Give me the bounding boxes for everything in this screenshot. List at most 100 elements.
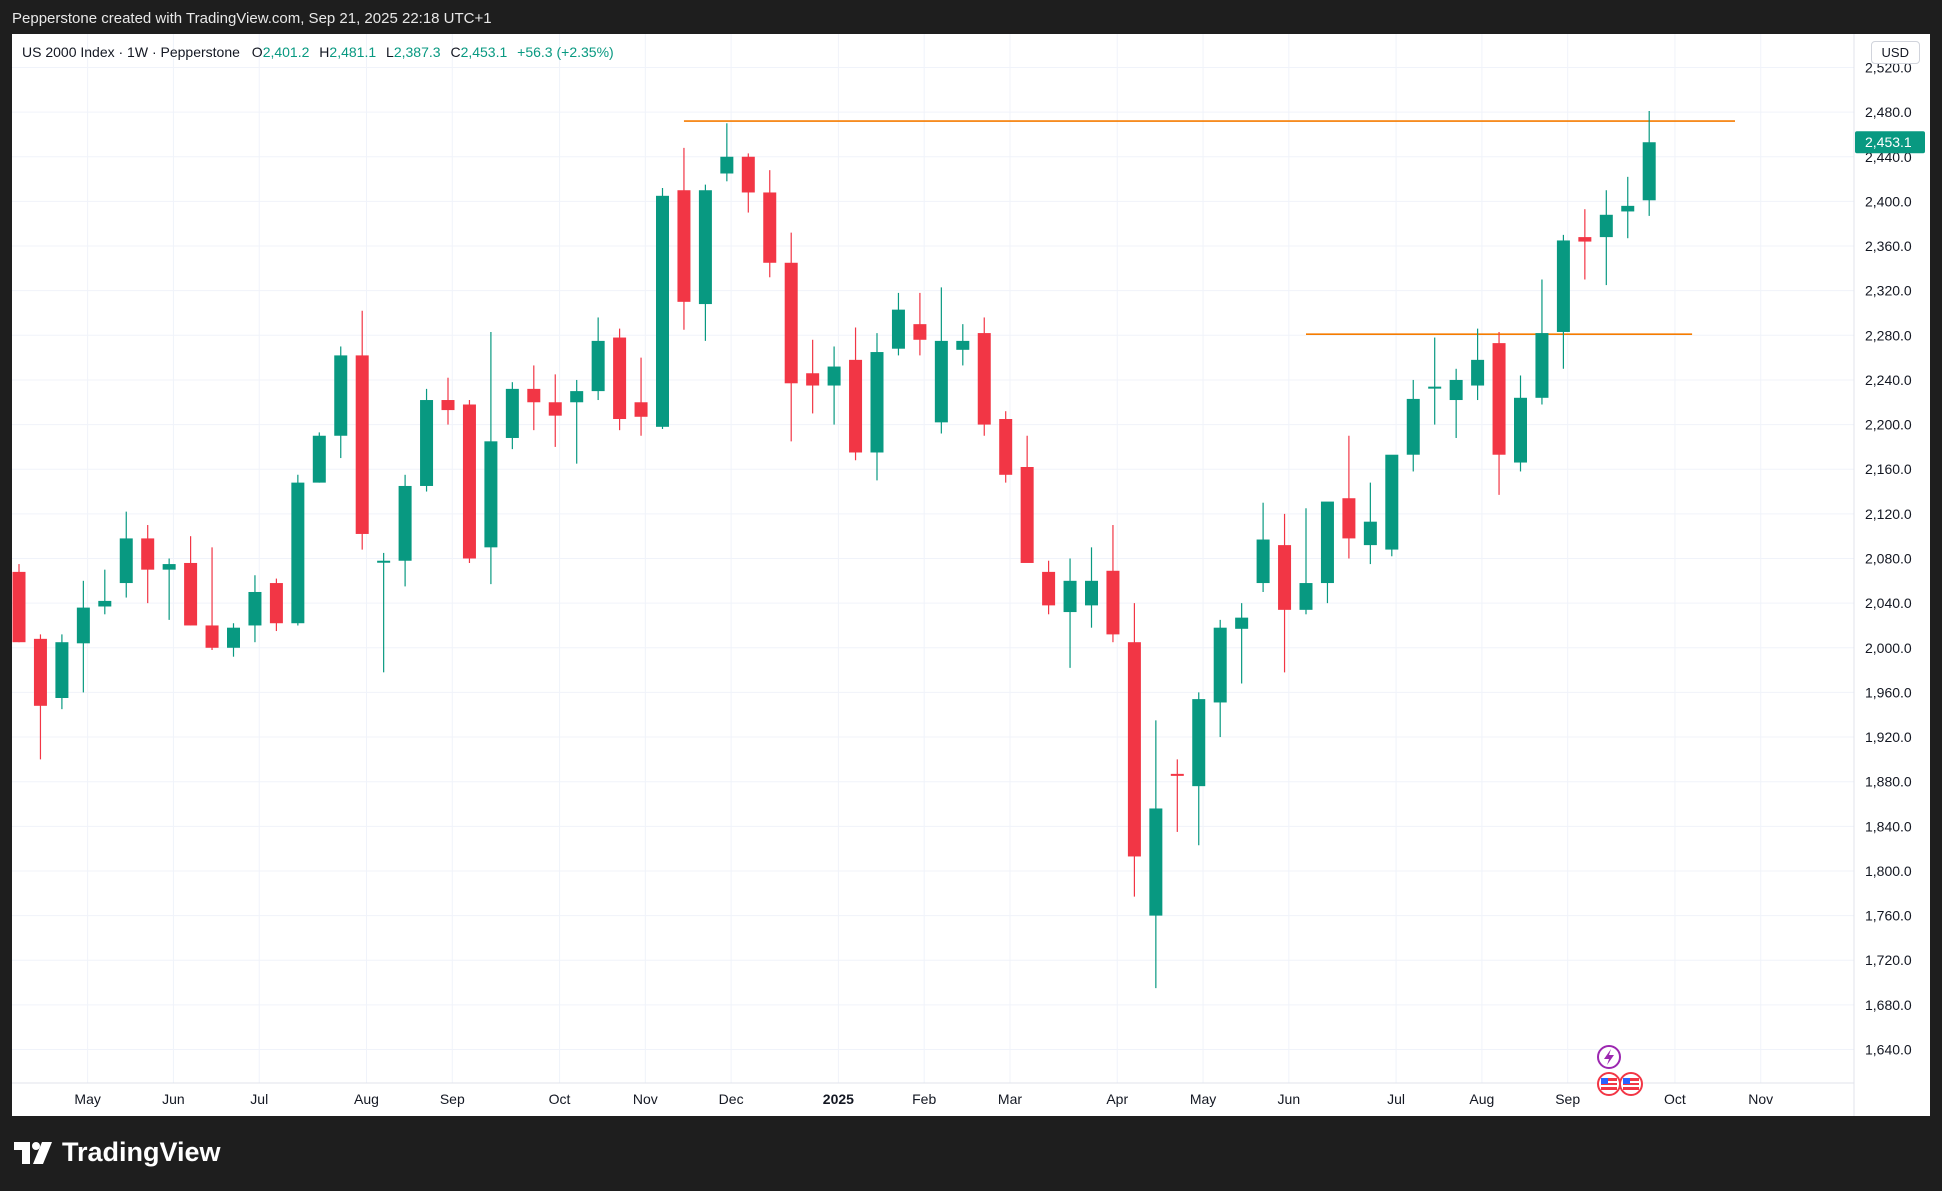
candle[interactable] bbox=[977, 317, 991, 436]
candle[interactable] bbox=[1599, 190, 1613, 286]
candle[interactable] bbox=[119, 511, 133, 598]
candle[interactable] bbox=[1235, 603, 1249, 684]
candle[interactable] bbox=[184, 536, 198, 626]
chart-panel[interactable]: 1,640.0 1,680.0 1,720.0 1,760.0 1,800.0 1,840… bbox=[12, 34, 1930, 1116]
tradingview-logo[interactable]: TradingView bbox=[14, 1137, 221, 1168]
candle[interactable] bbox=[1127, 603, 1141, 897]
candle[interactable] bbox=[720, 123, 734, 182]
candle[interactable] bbox=[913, 292, 927, 356]
candle[interactable] bbox=[505, 382, 519, 450]
candle[interactable] bbox=[1299, 508, 1313, 615]
candle[interactable] bbox=[1042, 560, 1056, 615]
candle[interactable] bbox=[827, 346, 841, 425]
time-tick-label: Oct bbox=[549, 1091, 571, 1107]
candle[interactable] bbox=[570, 379, 584, 464]
candle[interactable] bbox=[291, 474, 305, 626]
candle[interactable] bbox=[484, 331, 498, 585]
candle[interactable] bbox=[849, 327, 863, 461]
candle[interactable] bbox=[656, 188, 669, 430]
candle[interactable] bbox=[98, 569, 112, 615]
candle[interactable] bbox=[227, 623, 240, 657]
candle-body bbox=[227, 627, 240, 648]
candle-body bbox=[1599, 214, 1613, 238]
candle[interactable] bbox=[613, 328, 627, 431]
candle[interactable] bbox=[1170, 759, 1184, 832]
candle[interactable] bbox=[12, 564, 26, 643]
candle[interactable] bbox=[1085, 547, 1098, 628]
candle[interactable] bbox=[420, 388, 434, 492]
lightning-event-icon[interactable] bbox=[1597, 1045, 1621, 1069]
candle-body bbox=[913, 324, 927, 340]
candle[interactable] bbox=[1106, 525, 1120, 643]
candle[interactable] bbox=[1556, 234, 1570, 369]
candlestick-chart[interactable]: 1,640.0 1,680.0 1,720.0 1,760.0 1,800.0 1,840… bbox=[12, 34, 1930, 1116]
candle[interactable] bbox=[1149, 720, 1163, 989]
candle[interactable] bbox=[1278, 513, 1292, 673]
candle[interactable] bbox=[999, 411, 1013, 483]
candle[interactable] bbox=[312, 432, 326, 483]
candle-body bbox=[849, 359, 863, 453]
candle[interactable] bbox=[891, 292, 905, 356]
candle[interactable] bbox=[1578, 209, 1592, 280]
candle[interactable] bbox=[527, 365, 541, 431]
candle[interactable] bbox=[398, 474, 412, 587]
candle[interactable] bbox=[55, 634, 69, 710]
candle[interactable] bbox=[1192, 692, 1206, 846]
candle[interactable] bbox=[1363, 482, 1377, 565]
us-flag-icon[interactable] bbox=[1597, 1072, 1621, 1096]
time-tick-label: Oct bbox=[1664, 1091, 1686, 1107]
candle[interactable] bbox=[934, 287, 948, 434]
price-tick-label: 2,240.0 bbox=[1865, 372, 1912, 388]
candle[interactable] bbox=[806, 339, 820, 414]
us-flag-icon[interactable] bbox=[1619, 1072, 1643, 1096]
close-label: C bbox=[450, 44, 461, 60]
candle[interactable] bbox=[1621, 176, 1635, 239]
candle[interactable] bbox=[269, 578, 283, 632]
candle[interactable] bbox=[377, 552, 391, 673]
candle[interactable] bbox=[248, 575, 262, 643]
candle[interactable] bbox=[205, 547, 219, 651]
candle[interactable] bbox=[870, 333, 884, 481]
price-tick-label: 2,280.0 bbox=[1865, 327, 1912, 343]
candle[interactable] bbox=[763, 170, 777, 278]
candle[interactable] bbox=[33, 634, 47, 760]
candle[interactable] bbox=[1535, 279, 1549, 405]
candle[interactable] bbox=[141, 525, 155, 604]
candle[interactable] bbox=[162, 558, 176, 620]
candle[interactable] bbox=[1471, 328, 1485, 401]
candle[interactable] bbox=[334, 346, 348, 459]
candle[interactable] bbox=[1406, 379, 1420, 472]
candle[interactable] bbox=[1256, 502, 1270, 592]
time-tick-label: Dec bbox=[719, 1091, 744, 1107]
candle[interactable] bbox=[677, 147, 691, 330]
candle[interactable] bbox=[1063, 558, 1077, 668]
candle[interactable] bbox=[1320, 501, 1334, 604]
low-value: 2,387.3 bbox=[393, 44, 441, 60]
candle[interactable] bbox=[1449, 368, 1463, 438]
candle[interactable] bbox=[1492, 331, 1506, 495]
candle[interactable] bbox=[741, 153, 755, 213]
price-tick-label: 2,160.0 bbox=[1865, 461, 1912, 477]
candle-body bbox=[1406, 398, 1420, 455]
currency-button[interactable]: USD bbox=[1870, 41, 1920, 64]
candle-body bbox=[441, 400, 455, 411]
candle[interactable] bbox=[634, 357, 648, 436]
candle[interactable] bbox=[784, 232, 798, 442]
candle[interactable] bbox=[1020, 435, 1034, 563]
candle[interactable] bbox=[1213, 619, 1227, 738]
candle[interactable] bbox=[548, 374, 562, 447]
candle[interactable] bbox=[1514, 375, 1527, 472]
candle[interactable] bbox=[1642, 111, 1656, 216]
candle[interactable] bbox=[76, 580, 90, 693]
candle[interactable] bbox=[591, 317, 605, 401]
candle[interactable] bbox=[441, 377, 455, 425]
candle[interactable] bbox=[1428, 337, 1442, 425]
candle-body bbox=[806, 373, 820, 386]
candle[interactable] bbox=[462, 400, 476, 563]
candle[interactable] bbox=[1342, 435, 1356, 559]
candle[interactable] bbox=[1385, 454, 1399, 557]
candle[interactable] bbox=[698, 184, 712, 341]
candle[interactable] bbox=[956, 324, 970, 366]
candle-body bbox=[291, 482, 305, 624]
candle[interactable] bbox=[355, 310, 369, 550]
